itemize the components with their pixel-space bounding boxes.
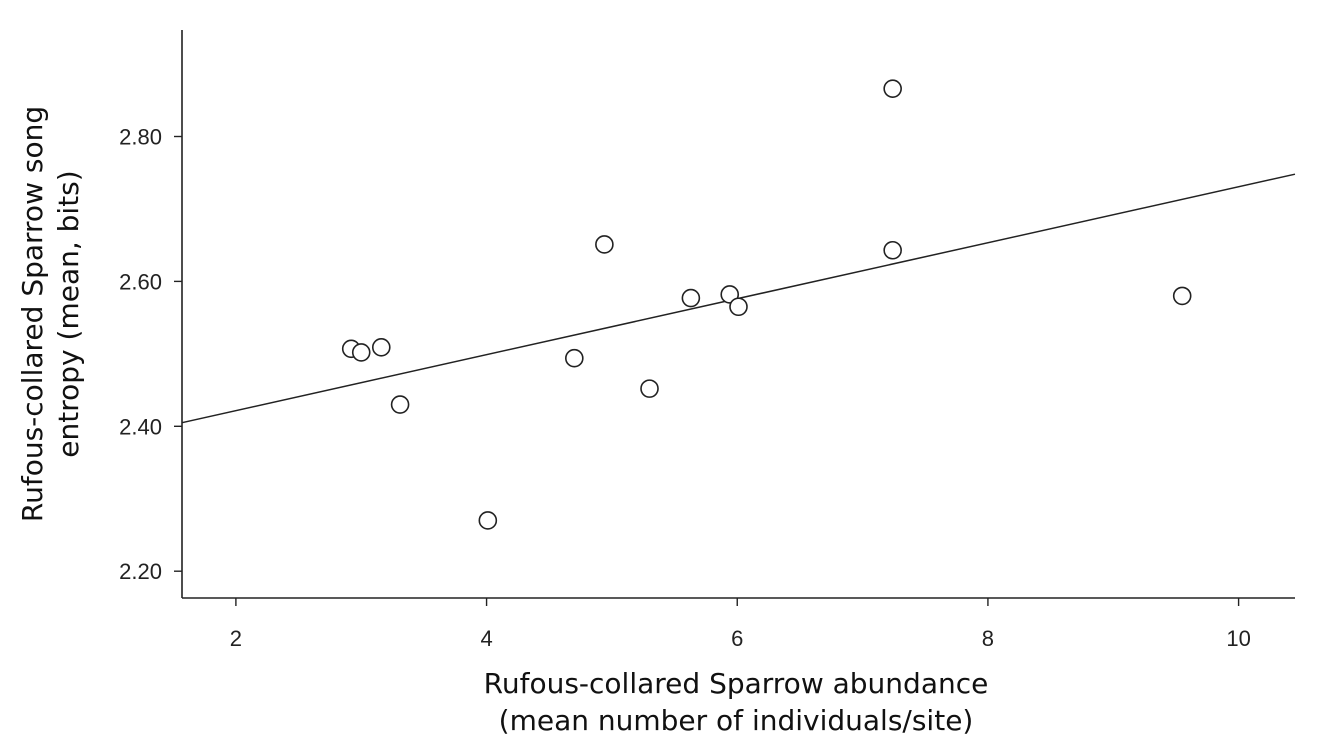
- x-axis-title-line2: (mean number of individuals/site): [499, 704, 974, 737]
- data-point: [640, 379, 659, 398]
- y-tick-label: 2.60: [119, 269, 162, 294]
- x-tick-label: 6: [731, 626, 743, 651]
- x-tick-label: 4: [480, 626, 492, 651]
- data-point: [729, 297, 748, 317]
- data-point: [478, 511, 498, 530]
- data-point: [883, 240, 902, 260]
- data-points: [341, 79, 1192, 530]
- y-tick-label: 2.20: [119, 559, 162, 584]
- axes: [181, 30, 1295, 599]
- y-axis-title: Rufous-collared Sparrow song entropy (me…: [16, 106, 85, 522]
- data-point: [595, 235, 614, 254]
- x-axis-title-line1: Rufous-collared Sparrow abundance: [484, 667, 989, 700]
- y-axis-title-line1: Rufous-collared Sparrow song: [16, 106, 49, 522]
- data-point: [681, 288, 701, 308]
- x-tick-label: 10: [1226, 626, 1250, 651]
- x-tick-label: 2: [230, 626, 242, 651]
- y-tick-label: 2.80: [119, 125, 162, 150]
- data-point: [371, 338, 391, 357]
- data-point: [351, 343, 371, 362]
- data-point: [565, 348, 584, 368]
- data-point: [1172, 286, 1192, 306]
- y-tick-label: 2.40: [119, 414, 162, 439]
- x-tick-label: 8: [982, 626, 994, 651]
- y-ticks: 2.20 2.40 2.60 2.80: [119, 125, 182, 584]
- y-axis-title-line2: entropy (mean, bits): [52, 170, 85, 457]
- data-point: [390, 395, 410, 414]
- x-ticks: 2 4 6 8 10: [230, 598, 1251, 651]
- data-point: [883, 79, 902, 98]
